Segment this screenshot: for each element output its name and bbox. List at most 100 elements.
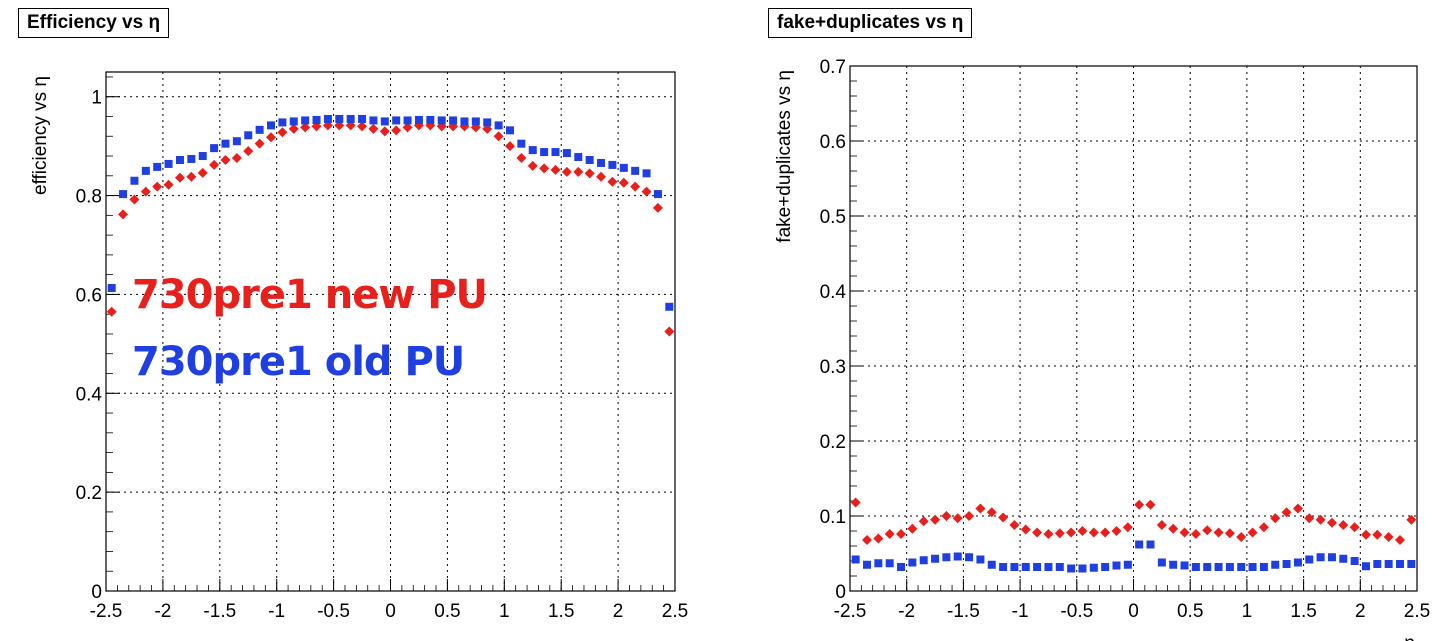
- efficiency-y-axis-title: efficiency vs η: [30, 76, 51, 195]
- fake-rate-series-new-pu-point: [1168, 523, 1179, 534]
- fake-rate-series-old-pu-point: [1248, 563, 1257, 571]
- fake-rate-y-tick-label: 0.1: [820, 507, 846, 528]
- efficiency-series-new-pu-point: [527, 160, 538, 171]
- efficiency-series-old-pu-point: [210, 144, 219, 153]
- efficiency-y-tick-label: 0.4: [76, 384, 103, 405]
- fake-rate-x-tick-label: 1: [1242, 601, 1253, 622]
- efficiency-series-new-pu-point: [596, 171, 607, 182]
- efficiency-x-tick-label: -0.5: [317, 601, 350, 622]
- fake-rate-series-new-pu-point: [998, 512, 1009, 523]
- efficiency-series-old-pu-point: [301, 116, 310, 125]
- efficiency-series-old-pu-point: [369, 116, 378, 125]
- fake-rate-series-new-pu-point: [1066, 527, 1077, 538]
- efficiency-series-old-pu-point: [471, 117, 480, 126]
- efficiency-chart-svg: -2.5 -2 -1.5 -1 -0.5 0 0.5 1 1.5 2 2.5 0 0.2 0.4 0.6 0.…: [30, 71, 688, 622]
- fake-rate-series-new-pu-point: [1326, 517, 1337, 528]
- efficiency-series-old-pu-point: [631, 166, 640, 175]
- efficiency-series-old-pu-point: [437, 116, 446, 125]
- efficiency-series-old-pu-point: [221, 139, 230, 148]
- fake-rate-series-old-pu-point: [1327, 553, 1336, 562]
- fake-rate-series-new-pu-point: [1213, 527, 1224, 538]
- efficiency-series-old-pu-point: [585, 155, 594, 164]
- fake-rate-series-new-pu-point: [1122, 522, 1133, 533]
- fake-rate-series-old-pu-point: [987, 560, 996, 569]
- efficiency-series-old-pu-point: [642, 169, 651, 178]
- fake-rate-series-old-pu-point: [897, 563, 906, 571]
- fake-rate-series-new-pu-point: [941, 511, 952, 521]
- efficiency-series-old-pu-point: [175, 155, 184, 164]
- efficiency-x-tick-label: 1: [499, 601, 510, 622]
- efficiency-series-old-pu-point: [198, 152, 207, 161]
- fake-rate-series-old-pu-point: [965, 553, 974, 562]
- efficiency-series-old-pu-point: [608, 160, 617, 169]
- fake-rate-x-tick-label: -1.5: [947, 601, 980, 622]
- fake-rate-series-old-pu-point: [1044, 563, 1053, 571]
- efficiency-series-new-pu-point: [140, 186, 151, 197]
- efficiency-series-new-pu-point: [357, 121, 368, 132]
- old-pu-annotation: 730pre1 old PU: [132, 339, 464, 385]
- efficiency-series-old-pu-point: [426, 115, 435, 124]
- fake-rate-y-tick-label: 0.3: [820, 357, 846, 378]
- fake-rate-series-new-pu-point: [1224, 528, 1235, 539]
- fake-rate-series-new-pu-point: [1394, 535, 1405, 545]
- fake-rate-series-new-pu-point: [1009, 520, 1020, 530]
- fake-rate-series-old-pu-point: [1157, 558, 1166, 567]
- efficiency-series-new-pu-point: [243, 146, 254, 157]
- efficiency-series-new-pu-point: [402, 122, 413, 133]
- fake-rate-series-old-pu-point: [1316, 553, 1325, 562]
- fake-rate-series-old-pu-point: [1259, 563, 1268, 571]
- efficiency-y-tick-label: 0.2: [76, 483, 102, 504]
- fake-rate-series-new-pu-point: [918, 516, 929, 527]
- fake-rate-series-new-pu-point: [884, 529, 895, 539]
- efficiency-series-old-pu-point: [323, 114, 332, 123]
- efficiency-series-old-pu-point: [449, 116, 458, 125]
- fake-rate-series-old-pu-point: [885, 559, 894, 568]
- fake-rate-series-new-pu-point: [1020, 524, 1031, 535]
- efficiency-series-new-pu-point: [220, 154, 231, 165]
- efficiency-series-old-pu-point: [460, 117, 469, 126]
- efficiency-series-new-pu-point: [118, 209, 129, 220]
- fake-rate-series-new-pu-point: [952, 513, 963, 524]
- fake-rate-series-old-pu-point: [976, 555, 985, 564]
- efficiency-series-old-pu-point: [540, 148, 549, 157]
- fake-rate-series-new-pu-point: [1383, 532, 1394, 542]
- efficiency-series-new-pu-point: [106, 306, 117, 317]
- fake-rate-x-tick-label: -1: [1012, 601, 1029, 622]
- fake-rate-series-new-pu-point: [1111, 526, 1122, 536]
- fake-rate-series-new-pu-point: [1270, 513, 1281, 524]
- fake-rate-series-new-pu-point: [1134, 499, 1145, 510]
- efficiency-series-old-pu-point: [494, 121, 503, 130]
- efficiency-series-new-pu-point: [539, 163, 550, 174]
- fake-rate-series-old-pu-point: [1146, 540, 1155, 549]
- fake-rate-series-new-pu-point: [1054, 528, 1065, 539]
- efficiency-series-new-pu-point: [504, 141, 515, 152]
- efficiency-series-old-pu-point: [653, 190, 662, 199]
- efficiency-x-tick-label: -2.5: [90, 601, 123, 622]
- fake-rate-series-old-pu-point: [863, 560, 872, 569]
- efficiency-series-new-pu-point: [561, 166, 572, 177]
- efficiency-y-tick-label: 0.8: [76, 187, 102, 208]
- efficiency-x-tick-label: 0: [385, 601, 396, 622]
- fake-rate-y-tick-label: 0.5: [820, 207, 846, 228]
- efficiency-series-old-pu-point: [551, 148, 560, 157]
- fake-rate-series-new-pu-point: [1258, 522, 1269, 533]
- fake-rate-series-old-pu-point: [1282, 560, 1291, 568]
- fake-rate-series-old-pu-point: [1135, 540, 1144, 549]
- efficiency-series-old-pu-point: [562, 149, 571, 158]
- fake-rate-series-new-pu-point: [975, 503, 986, 514]
- efficiency-series-old-pu-point: [119, 190, 128, 199]
- fake-rate-series-old-pu-point: [1033, 563, 1042, 571]
- fake-rate-series-old-pu-point: [1339, 554, 1348, 563]
- efficiency-series-old-pu-point: [483, 118, 492, 127]
- efficiency-series-old-pu-point: [312, 115, 321, 124]
- fake-rate-series-new-pu-point: [1304, 513, 1315, 524]
- efficiency-series-old-pu-point: [380, 117, 389, 126]
- fake-rate-x-tick-label: -2: [898, 601, 915, 622]
- efficiency-series-old-pu-point: [403, 116, 412, 125]
- efficiency-chart-title: Efficiency vs η: [18, 8, 170, 38]
- fake-rate-series-new-pu-point: [1145, 499, 1156, 510]
- efficiency-x-tick-label: 1.5: [548, 601, 574, 622]
- fake-rate-series-new-pu-point: [1281, 507, 1292, 518]
- fake-rate-series-old-pu-point: [1010, 563, 1019, 571]
- fake-rate-series-new-pu-point: [964, 511, 975, 521]
